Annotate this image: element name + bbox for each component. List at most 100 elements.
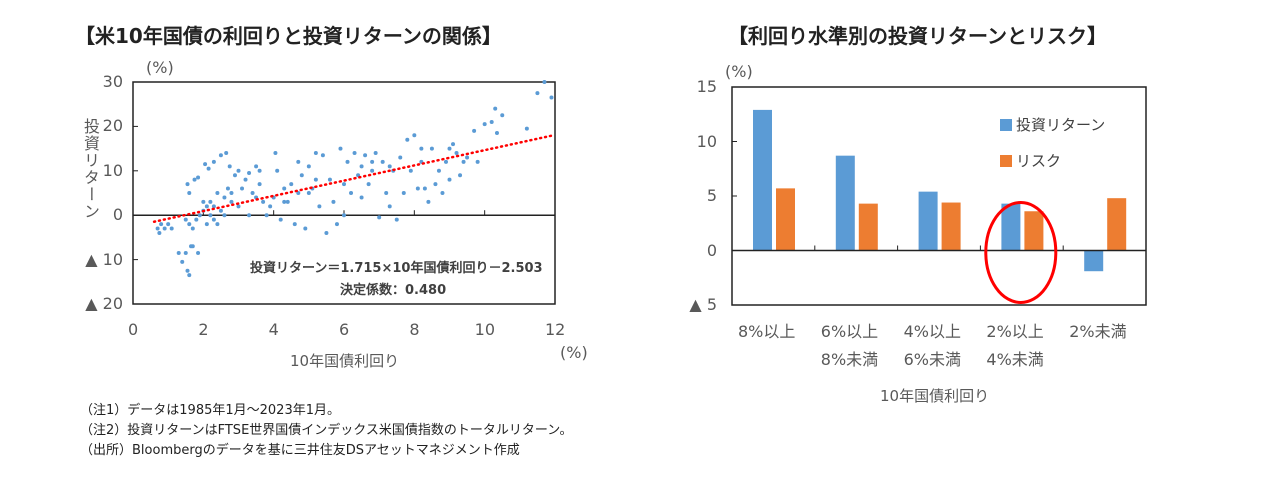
- bar-category-label: 6%以上: [820, 322, 879, 341]
- bar-risk: [941, 202, 961, 251]
- legend-label-risk: リスク: [1016, 152, 1062, 170]
- scatter-point: [370, 159, 375, 164]
- scatter-point: [157, 230, 162, 235]
- scatter-point: [387, 204, 392, 209]
- scatter-point: [185, 182, 190, 187]
- scatter-point: [447, 146, 452, 151]
- scatter-point: [299, 173, 304, 178]
- scatter-point: [352, 151, 357, 156]
- scatter-point: [345, 159, 350, 164]
- scatter-point: [366, 182, 371, 187]
- scatter-point: [327, 177, 332, 182]
- scatter-point: [401, 191, 406, 195]
- scatter-point: [380, 159, 385, 164]
- scatter-point: [342, 182, 346, 187]
- scatter-point: [285, 199, 290, 204]
- scatter-point: [229, 199, 234, 204]
- scatter-point: [224, 151, 229, 156]
- scatter-y-tick-label: 10: [102, 160, 123, 180]
- scatter-point: [278, 217, 283, 222]
- bar-risk: [1024, 211, 1044, 251]
- scatter-point: [443, 159, 448, 164]
- scatter-point: [408, 168, 413, 173]
- scatter-point: [268, 204, 273, 209]
- scatter-point: [169, 226, 174, 231]
- scatter-point: [282, 199, 287, 204]
- scatter-x-tick-label: 6: [339, 320, 350, 339]
- scatter-title: 【米10年国債の利回りと投資リターンの関係】: [75, 24, 502, 48]
- scatter-point: [197, 213, 202, 218]
- scatter-point: [370, 168, 375, 173]
- scatter-point: [482, 122, 487, 127]
- scatter-point: [320, 153, 325, 158]
- scatter-x-unit: (%): [560, 343, 588, 362]
- bar-category-label: 8%以上: [738, 322, 796, 341]
- bar-category-label: 2%未満: [1069, 322, 1127, 341]
- scatter-point: [412, 133, 417, 138]
- bar-return: [918, 191, 938, 251]
- scatter-y-tick-label: 0: [112, 205, 123, 225]
- bar-title: 【利回り水準別の投資リターンとリスク】: [728, 24, 1107, 48]
- scatter-point: [257, 182, 262, 187]
- scatter-point: [187, 222, 192, 227]
- scatter-y-tick-label: 20: [102, 116, 123, 136]
- scatter-point: [324, 230, 329, 235]
- scatter-point: [194, 217, 199, 222]
- scatter-point: [440, 191, 445, 195]
- scatter-point: [493, 106, 498, 111]
- scatter-point: [489, 119, 494, 124]
- scatter-point: [542, 80, 547, 84]
- scatter-point: [183, 217, 188, 222]
- scatter-point: [338, 146, 343, 151]
- scatter-point: [500, 113, 505, 118]
- scatter-y-tick-label: 30: [102, 72, 123, 91]
- scatter-point: [549, 95, 554, 100]
- scatter-point: [289, 182, 294, 187]
- scatter-y-tick-label: ▲ 20: [85, 294, 123, 313]
- scatter-point: [229, 191, 234, 195]
- scatter-point: [433, 182, 438, 187]
- scatter-point: [303, 226, 308, 231]
- scatter-point: [422, 186, 427, 191]
- scatter-point: [394, 217, 399, 222]
- scatter-point: [451, 142, 456, 147]
- scatter-point: [436, 168, 441, 173]
- scatter-point: [306, 164, 311, 169]
- scatter-point: [524, 126, 529, 131]
- scatter-point: [211, 204, 216, 209]
- bar-risk: [776, 188, 795, 251]
- scatter-point: [176, 250, 181, 255]
- scatter-point: [405, 137, 410, 142]
- scatter-point: [215, 191, 220, 195]
- scatter-point: [454, 151, 459, 156]
- bar-category-label: 4%以上: [903, 322, 961, 341]
- scatter-point: [387, 164, 392, 169]
- scatter-point: [257, 168, 262, 173]
- scatter-point: [342, 213, 346, 218]
- scatter-point: [215, 222, 220, 227]
- trend-line: [152, 134, 553, 223]
- scatter-y-unit: (%): [146, 58, 174, 77]
- scatter-point: [494, 131, 499, 136]
- scatter-point: [419, 146, 424, 151]
- scatter-point: [201, 199, 206, 204]
- scatter-point: [204, 222, 209, 227]
- scatter-point: [236, 168, 241, 173]
- bar-y-tick-label: 10: [696, 131, 717, 151]
- scatter-point: [313, 177, 318, 182]
- scatter-point: [273, 151, 278, 156]
- bar-y-unit: (%): [725, 62, 753, 81]
- scatter-point: [187, 273, 192, 278]
- scatter-point: [535, 91, 540, 96]
- scatter-point: [183, 250, 188, 255]
- scatter-point: [426, 199, 431, 204]
- scatter-point: [162, 226, 167, 231]
- bar-return: [1084, 250, 1104, 272]
- bar-y-tick-label: ▲ 5: [689, 295, 717, 314]
- scatter-point: [363, 153, 368, 158]
- scatter-point: [159, 222, 164, 227]
- scatter-point: [190, 226, 195, 231]
- r-squared-label: 決定係数：0.480: [340, 283, 447, 298]
- bar-category-label-line2: 8%未満: [820, 350, 879, 369]
